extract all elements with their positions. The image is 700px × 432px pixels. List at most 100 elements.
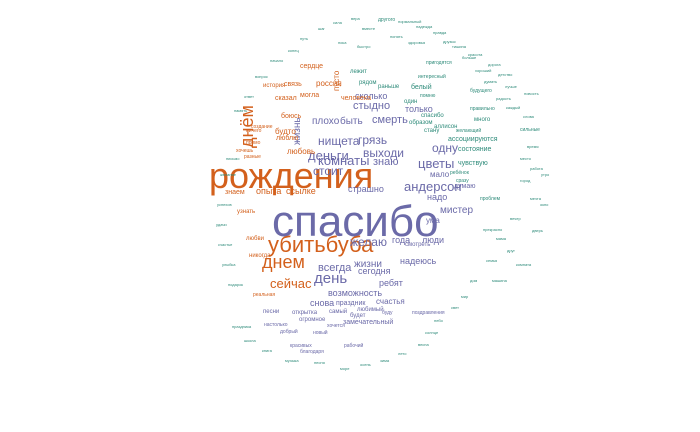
cloud-word: реальная <box>253 292 275 298</box>
cloud-word: стоит <box>313 164 344 178</box>
cloud-word: андерсон <box>404 179 462 194</box>
cloud-word: время <box>527 144 539 149</box>
cloud-word: ребят <box>379 278 403 288</box>
cloud-word: любовь <box>287 147 315 156</box>
cloud-word: песни <box>263 309 279 315</box>
cloud-word: история <box>263 83 285 89</box>
cloud-word: грязь <box>358 133 387 147</box>
cloud-word: город <box>520 178 531 183</box>
cloud-word: дом <box>470 278 478 283</box>
cloud-word: создание <box>251 124 273 130</box>
cloud-word: сколько <box>355 91 387 101</box>
cloud-word: прекрасно <box>483 227 503 232</box>
cloud-word: пока <box>338 40 347 45</box>
cloud-word: мистер <box>440 205 473 216</box>
cloud-word: слова <box>523 114 535 119</box>
cloud-word: стыдно <box>353 100 390 112</box>
cloud-word: письмо <box>226 156 240 161</box>
cloud-word: рождения <box>209 155 373 196</box>
cloud-word: опыта <box>256 186 281 196</box>
cloud-word: правда <box>433 30 447 35</box>
cloud-word: стану <box>424 128 439 134</box>
cloud-word: сила <box>333 20 343 25</box>
cloud-word: состояние <box>458 146 492 153</box>
cloud-word: ссылке <box>286 186 316 196</box>
cloud-word: свет <box>451 305 459 310</box>
cloud-word: много <box>474 117 491 123</box>
cloud-word: смерть <box>372 114 408 126</box>
cloud-word: чувствую <box>458 160 488 167</box>
cloud-word: счастье <box>218 242 233 247</box>
cloud-word: ребёнок <box>450 170 470 176</box>
cloud-word: здоровья <box>408 40 425 45</box>
cloud-word: знаем <box>225 189 245 196</box>
cloud-word: деньги <box>308 148 349 163</box>
cloud-word: песня <box>314 360 325 365</box>
cloud-word: детство <box>498 72 513 77</box>
cloud-word: нормальный <box>398 19 421 24</box>
cloud-word: рядом <box>359 80 376 86</box>
cloud-word: семья <box>486 258 497 263</box>
cloud-word: пригодятся <box>426 60 452 66</box>
cloud-word: самый <box>329 308 347 315</box>
cloud-word: больше <box>462 55 477 60</box>
cloud-word: мама <box>496 236 507 241</box>
cloud-word: снова <box>310 298 334 308</box>
cloud-word: пусто <box>332 70 341 91</box>
cloud-word: лежит <box>350 69 367 75</box>
cloud-word: мечта <box>530 196 542 201</box>
cloud-word: вопрос <box>255 74 268 79</box>
cloud-word: дверь <box>532 228 543 233</box>
cloud-word: лучше <box>505 84 518 89</box>
cloud-word: новость <box>524 91 539 96</box>
cloud-word: хочется <box>327 323 345 329</box>
cloud-word: успехов <box>217 202 232 207</box>
cloud-word: новый <box>313 329 328 336</box>
cloud-word: открытка <box>292 310 318 316</box>
cloud-word: связь <box>284 81 302 88</box>
cloud-word: быть <box>340 115 363 127</box>
cloud-word: будто <box>275 127 296 136</box>
cloud-word: цветы <box>418 156 454 171</box>
cloud-word: сильные <box>520 127 540 133</box>
cloud-word: правильно <box>470 106 495 112</box>
cloud-word: вера <box>351 16 361 21</box>
cloud-word: жизнь <box>292 117 303 145</box>
cloud-word: спасибо <box>272 197 439 246</box>
cloud-word: только <box>405 104 433 114</box>
cloud-word: будущего <box>470 88 492 94</box>
cloud-word: люди <box>422 235 444 245</box>
cloud-word: другого <box>378 17 395 23</box>
cloud-word: узнать <box>237 209 255 215</box>
cloud-word: сегодня <box>358 266 391 276</box>
cloud-word: красивых <box>290 343 312 349</box>
cloud-word: место <box>520 156 532 161</box>
cloud-word: ассоциируются <box>448 136 498 143</box>
cloud-word: плохо <box>312 116 340 127</box>
cloud-word: праздника <box>232 324 252 329</box>
cloud-word: утро <box>541 172 550 177</box>
cloud-word: путь <box>300 36 308 41</box>
cloud-word: помню <box>420 93 436 99</box>
cloud-word: комната <box>516 262 532 267</box>
cloud-word: надо <box>427 192 447 202</box>
cloud-word: смотреть <box>405 242 430 248</box>
cloud-word: окно <box>540 202 549 207</box>
cloud-word: удачи <box>216 222 227 227</box>
cloud-word: сейчас <box>270 276 312 291</box>
cloud-word: люблю <box>276 134 298 142</box>
cloud-word: добрый <box>280 328 298 335</box>
cloud-word: друг <box>507 248 516 253</box>
cloud-word: зима <box>380 358 390 363</box>
cloud-word: огромное <box>299 317 326 323</box>
cloud-word: книга <box>262 348 273 353</box>
cloud-word: жизни <box>354 259 382 270</box>
cloud-word: вместе <box>362 26 376 31</box>
cloud-word: днём <box>237 105 257 148</box>
cloud-word: каждый <box>506 105 520 110</box>
cloud-word: года <box>392 235 410 245</box>
cloud-word: желающий <box>456 127 481 134</box>
cloud-word: могла <box>300 92 319 99</box>
cloud-word: разные <box>244 154 261 160</box>
cloud-word: ума <box>426 216 440 225</box>
